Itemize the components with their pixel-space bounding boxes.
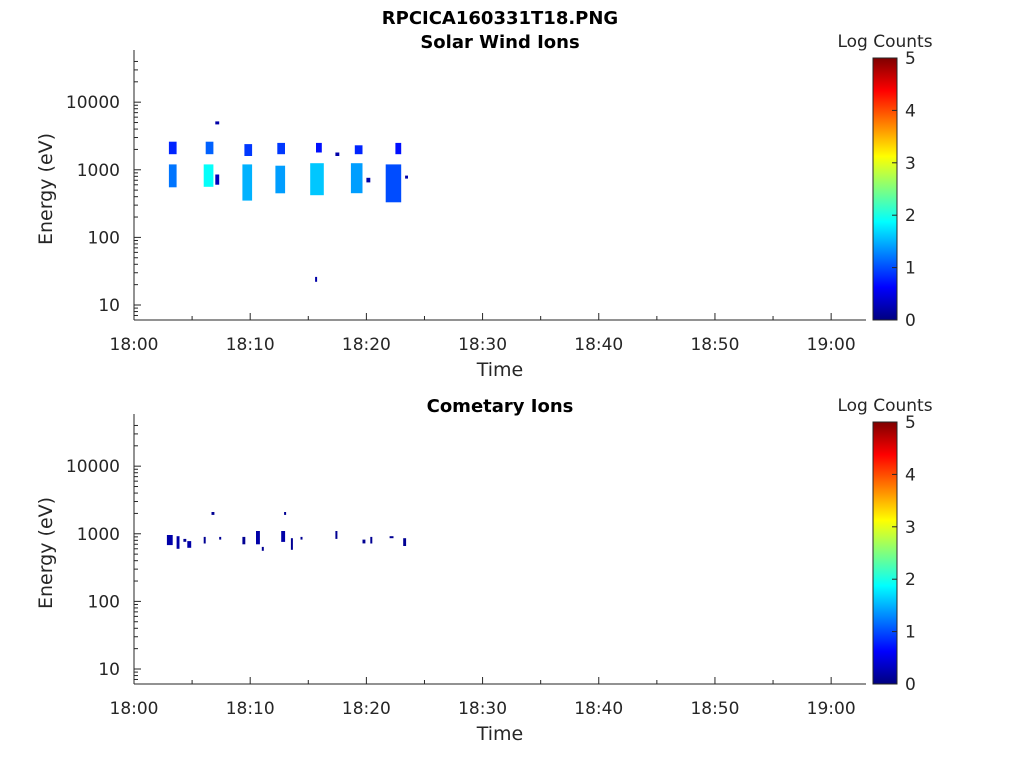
colorbar-tick-label: 0 bbox=[905, 675, 916, 695]
heatmap-cell bbox=[215, 174, 220, 185]
y-axis-label: Energy (eV) bbox=[35, 133, 57, 245]
x-tick-label: 18:50 bbox=[690, 335, 739, 355]
heatmap-cell bbox=[335, 152, 340, 156]
cometary-ions-panel: 18:00 18:10 18:20 18:30 18:40 18:50 19:0010100… bbox=[35, 396, 933, 745]
heatmap-cell bbox=[389, 536, 394, 539]
heatmap-cell bbox=[275, 165, 286, 194]
heatmap-cell bbox=[300, 536, 303, 540]
heatmap-cell bbox=[166, 535, 173, 546]
x-tick-label: 18:20 bbox=[342, 699, 391, 719]
x-axis-label: Time bbox=[476, 359, 524, 381]
y-tick-label: 1000 bbox=[77, 161, 120, 181]
colorbar-label: Log Counts bbox=[837, 32, 932, 52]
y-tick-label: 10000 bbox=[66, 457, 120, 477]
colorbar-tick-label: 1 bbox=[905, 623, 916, 643]
y-tick-label: 10 bbox=[98, 296, 120, 316]
heatmap-cell bbox=[211, 512, 215, 515]
heatmap-cell bbox=[203, 536, 206, 544]
colorbar-tick-label: 2 bbox=[905, 206, 916, 226]
x-tick-label: 18:30 bbox=[458, 699, 507, 719]
colorbar-tick-label: 5 bbox=[905, 49, 916, 69]
x-tick-label: 18:00 bbox=[110, 335, 159, 355]
heatmap-cell bbox=[385, 164, 402, 203]
y-axis-label: Energy (eV) bbox=[35, 497, 57, 609]
colorbar-tick-label: 5 bbox=[905, 413, 916, 433]
y-tick-label: 10 bbox=[98, 660, 120, 680]
heatmap-cell bbox=[395, 142, 402, 155]
x-axis-label: Time bbox=[476, 723, 524, 745]
solar-wind-ions-panel: 18:00 18:10 18:20 18:30 18:40 18:50 19:0010100… bbox=[35, 32, 933, 381]
heatmap-cell bbox=[290, 538, 293, 550]
colorbar bbox=[872, 57, 898, 321]
heatmap-cell bbox=[176, 536, 180, 549]
heatmap-cell bbox=[335, 531, 338, 539]
heatmap-cell bbox=[168, 141, 177, 155]
heatmap-cell bbox=[284, 512, 287, 515]
heatmap-cell bbox=[183, 538, 187, 542]
colorbar-tick-label: 2 bbox=[905, 570, 916, 590]
heatmap-cell bbox=[370, 536, 373, 544]
x-tick-label: 18:00 bbox=[110, 699, 159, 719]
heatmap-cell bbox=[187, 541, 192, 548]
x-tick-label: 18:40 bbox=[574, 335, 623, 355]
panel-title: Cometary Ions bbox=[427, 396, 574, 417]
heatmap-cell bbox=[362, 539, 366, 544]
heatmap-cell bbox=[203, 164, 214, 187]
heatmap-cell bbox=[403, 538, 407, 546]
x-tick-label: 18:10 bbox=[226, 335, 275, 355]
figure-title: RPCICA160331T18.PNG bbox=[382, 8, 618, 29]
colorbar-tick-label: 4 bbox=[905, 465, 916, 485]
heatmap-cell bbox=[277, 142, 285, 155]
heatmap-cell bbox=[261, 546, 264, 551]
heatmap-cell bbox=[256, 531, 260, 545]
x-tick-label: 19:00 bbox=[807, 699, 856, 719]
heatmap-cell bbox=[350, 163, 363, 194]
heatmap-cell bbox=[219, 536, 222, 540]
x-tick-label: 18:40 bbox=[574, 699, 623, 719]
x-tick-label: 18:50 bbox=[690, 699, 739, 719]
colorbar-tick-label: 3 bbox=[905, 154, 916, 174]
colorbar-tick-label: 0 bbox=[905, 311, 916, 331]
heatmap-cell bbox=[242, 536, 246, 545]
x-tick-label: 18:30 bbox=[458, 335, 507, 355]
heatmap-cell bbox=[168, 164, 177, 188]
heatmap-cell bbox=[316, 142, 322, 153]
colorbar-tick-label: 1 bbox=[905, 259, 916, 279]
heatmap-cell bbox=[354, 145, 363, 155]
panel-title: Solar Wind Ions bbox=[420, 32, 579, 53]
plot-area bbox=[134, 422, 866, 684]
x-tick-label: 19:00 bbox=[807, 335, 856, 355]
y-tick-label: 1000 bbox=[77, 525, 120, 545]
x-tick-label: 18:20 bbox=[342, 335, 391, 355]
colorbar-tick-label: 4 bbox=[905, 101, 916, 121]
colorbar-tick-label: 3 bbox=[905, 518, 916, 538]
heatmap-cell bbox=[244, 144, 253, 156]
plot-area bbox=[134, 58, 866, 320]
y-tick-label: 100 bbox=[88, 592, 120, 612]
y-tick-label: 100 bbox=[88, 228, 120, 248]
heatmap-cell bbox=[405, 175, 408, 179]
y-tick-label: 10000 bbox=[66, 93, 120, 113]
heatmap-cell bbox=[215, 121, 220, 125]
heatmap-cell bbox=[310, 163, 324, 196]
heatmap-cell bbox=[315, 276, 318, 282]
heatmap-cell bbox=[281, 531, 286, 542]
heatmap-cell bbox=[242, 164, 253, 201]
colorbar bbox=[872, 421, 898, 685]
colorbar-label: Log Counts bbox=[837, 396, 932, 416]
heatmap-cell bbox=[205, 141, 214, 155]
x-tick-label: 18:10 bbox=[226, 699, 275, 719]
heatmap-cell bbox=[366, 177, 371, 183]
